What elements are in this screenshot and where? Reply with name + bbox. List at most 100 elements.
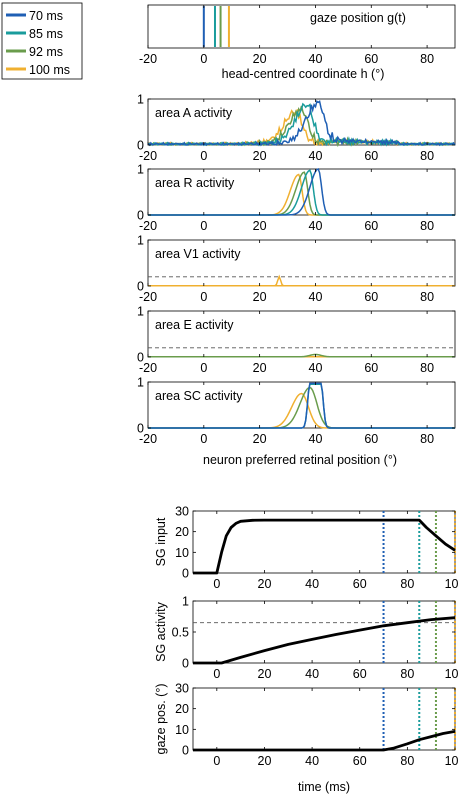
gaze-position-panel: gaze position g(t) -20 0 20 40 60 80 head-centr…: [139, 4, 456, 81]
y-tick-label: 0: [137, 280, 144, 294]
panel-title: gaze position g(t): [310, 11, 406, 25]
x-tick-label: 60: [353, 754, 367, 768]
x-tick-label: 60: [364, 432, 378, 446]
x-tick-label: 0: [200, 219, 207, 233]
y-axis-label: SG input: [154, 517, 168, 566]
axes-frame: [147, 98, 456, 146]
x-tick-label: -20: [139, 361, 157, 375]
legend-label: 100 ms: [29, 63, 70, 77]
axes-frame: [147, 4, 456, 49]
panel-title: area V1 activity: [155, 247, 241, 261]
panel-title: area A activity: [155, 106, 233, 120]
x-tick-label: 0: [200, 432, 207, 446]
y-tick-label: 0: [137, 422, 144, 436]
x-tick-label: 40: [309, 432, 323, 446]
x-tick-label: 80: [400, 577, 414, 591]
x-tick-label: 100: [445, 577, 459, 591]
series-line: [148, 353, 455, 358]
legend-label: 92 ms: [29, 45, 63, 59]
y-tick-label: 20: [175, 525, 189, 539]
y-axis-label: SG activity: [154, 601, 168, 661]
x-tick-label: 60: [353, 667, 367, 681]
x-tick-label: 80: [400, 667, 414, 681]
x-tick-label: 20: [258, 577, 272, 591]
x-tick-label: 40: [309, 361, 323, 375]
x-tick-label: 100: [445, 667, 459, 681]
series-line: [193, 518, 456, 575]
y-tick-label: 30: [175, 505, 189, 519]
x-tick-label: 40: [309, 149, 323, 163]
x-tick-label: -20: [139, 52, 157, 66]
x-tick-label: 20: [253, 290, 267, 304]
x-tick-label: 80: [420, 219, 434, 233]
x-axis-label: head-centred coordinate h (°): [222, 67, 385, 81]
y-tick-label: 0: [137, 209, 144, 223]
axes-frame: [147, 168, 456, 216]
x-tick-label: 80: [400, 754, 414, 768]
y-axis-label: gaze pos. (°): [154, 683, 168, 754]
x-tick-label: 60: [364, 219, 378, 233]
series-line: [148, 382, 455, 429]
x-tick-label: 0: [200, 290, 207, 304]
time-course-panel: 0 0.5 1 0 20 40 60 80 100 SG activity: [154, 595, 459, 682]
x-tick-label: 20: [258, 667, 272, 681]
y-tick-label: 0: [137, 351, 144, 365]
x-tick-label: 80: [420, 149, 434, 163]
x-tick-label: 60: [364, 149, 378, 163]
x-tick-label: -20: [139, 219, 157, 233]
x-tick-label: 40: [309, 219, 323, 233]
x-tick-label: 20: [253, 149, 267, 163]
series-line: [147, 100, 456, 147]
y-tick-label: 0: [182, 744, 189, 758]
panel-title: area R activity: [155, 176, 235, 190]
x-tick-label: 60: [353, 577, 367, 591]
legend-label: 70 ms: [29, 9, 63, 23]
x-tick-label: 20: [253, 361, 267, 375]
x-tick-label: 40: [309, 52, 323, 66]
x-tick-label: 40: [305, 667, 319, 681]
y-tick-label: 0: [182, 567, 189, 581]
y-tick-label: 0.5: [172, 626, 189, 640]
x-axis-label: neuron preferred retinal position (°): [203, 453, 397, 467]
series-line: [148, 274, 455, 287]
y-tick-label: 30: [175, 682, 189, 696]
panel-title: area E activity: [155, 318, 234, 332]
x-tick-label: 0: [200, 149, 207, 163]
x-tick-label: 80: [420, 361, 434, 375]
y-tick-label: 1: [137, 305, 144, 319]
x-tick-label: 40: [309, 290, 323, 304]
x-tick-label: 0: [213, 754, 220, 768]
x-tick-label: 0: [200, 361, 207, 375]
x-tick-label: 40: [305, 577, 319, 591]
y-tick-label: 1: [137, 376, 144, 390]
legend: 70 ms 85 ms 92 ms 100 ms: [1, 2, 83, 80]
x-tick-label: 80: [420, 290, 434, 304]
y-tick-label: 0: [137, 139, 144, 153]
x-tick-label: -20: [139, 432, 157, 446]
x-tick-label: 0: [200, 52, 207, 66]
x-tick-label: 80: [420, 52, 434, 66]
x-tick-label: 0: [213, 577, 220, 591]
time-course-panel: 0 10 20 30 0 20 40 60 80 100 SG input: [154, 505, 459, 592]
x-tick-label: -20: [139, 290, 157, 304]
x-tick-label: 60: [364, 52, 378, 66]
x-tick-label: 20: [258, 754, 272, 768]
x-tick-label: 60: [364, 290, 378, 304]
y-tick-label: 1: [137, 163, 144, 177]
y-tick-label: 1: [137, 93, 144, 107]
x-tick-label: 100: [445, 754, 459, 768]
x-tick-label: 40: [305, 754, 319, 768]
x-tick-label: -20: [139, 149, 157, 163]
x-tick-label: 20: [253, 219, 267, 233]
axes-frame: [192, 600, 456, 664]
time-course-panel: 0 10 20 30 0 20 40 60 80 100 gaze pos. (°) time (ms…: [154, 682, 459, 795]
x-tick-label: 20: [253, 432, 267, 446]
axes-frame: [192, 510, 456, 574]
x-tick-label: 60: [364, 361, 378, 375]
x-tick-label: 20: [253, 52, 267, 66]
